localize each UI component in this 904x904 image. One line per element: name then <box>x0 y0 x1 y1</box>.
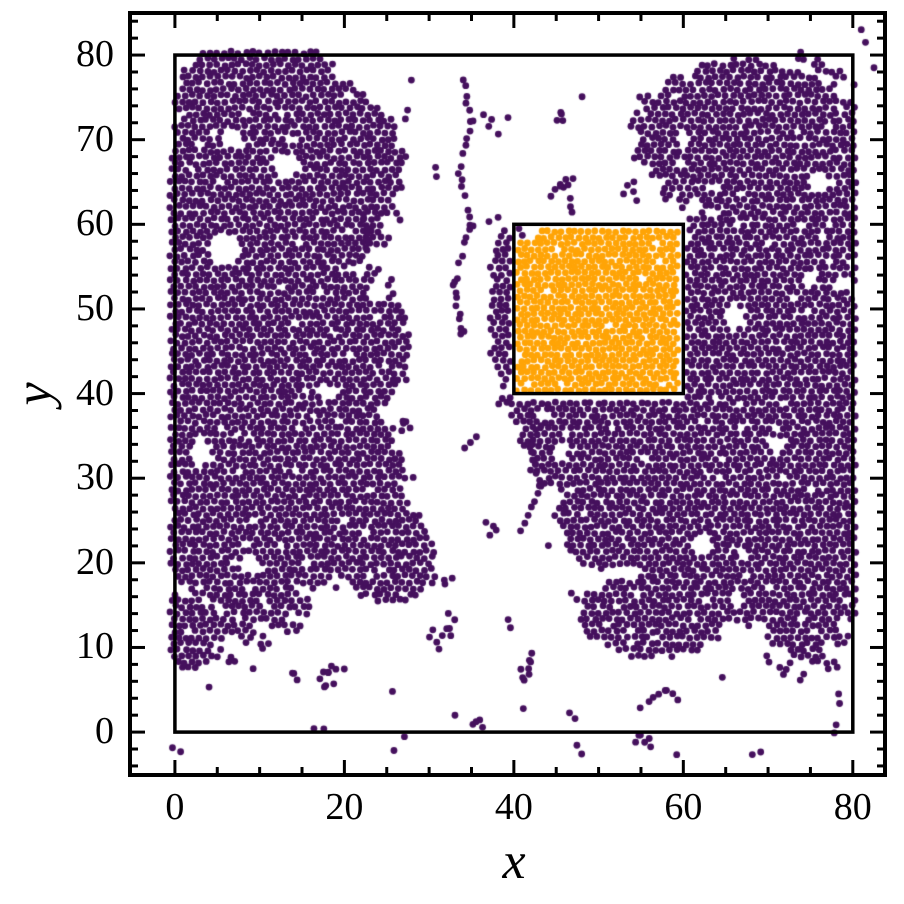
y-tick-label: 50 <box>76 286 114 329</box>
y-tick-label: 40 <box>76 371 114 414</box>
x-axis-label: x <box>502 833 526 890</box>
x-tick-label: 80 <box>833 786 872 828</box>
y-tick-label: 70 <box>76 117 114 160</box>
plot-frame <box>128 11 887 777</box>
x-tick-label: 40 <box>494 786 533 828</box>
y-tick-label: 10 <box>76 625 114 668</box>
x-tick-label: 0 <box>165 786 185 828</box>
y-axis-label: y <box>5 382 63 406</box>
probe-region-box-outline <box>512 222 686 396</box>
x-tick-label: 20 <box>325 786 364 828</box>
y-tick-label: 60 <box>76 202 114 245</box>
simulation-box-outline <box>173 53 855 734</box>
y-tick-label: 30 <box>76 456 114 499</box>
y-tick-label: 80 <box>76 33 114 76</box>
y-tick-label: 0 <box>95 710 114 753</box>
x-tick-label: 60 <box>664 786 703 828</box>
y-tick-label: 20 <box>76 540 114 583</box>
